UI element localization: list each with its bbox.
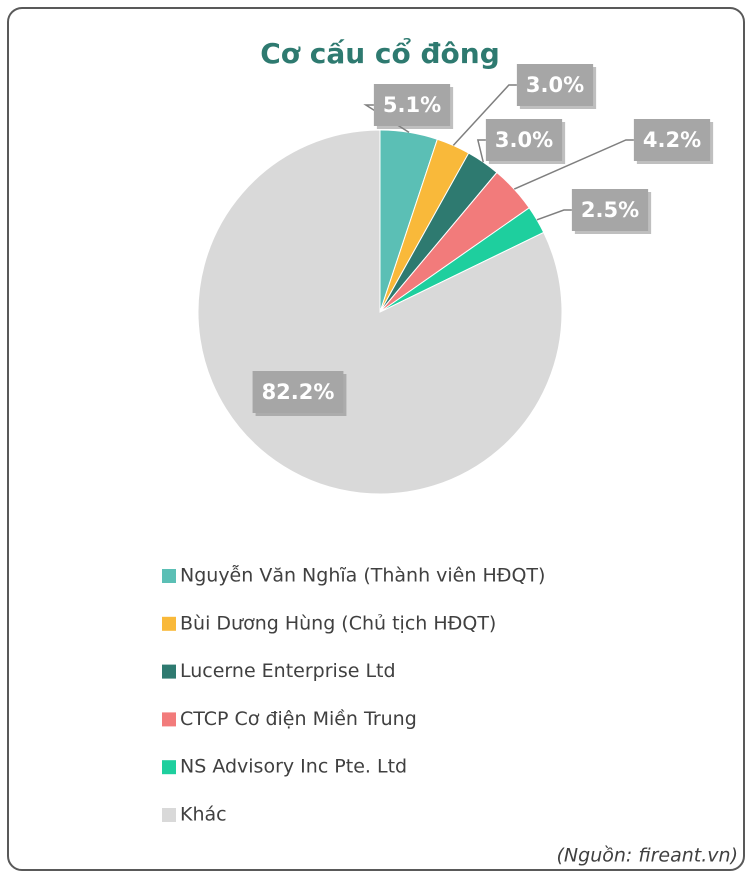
data-label-text: 2.5% xyxy=(581,198,639,222)
legend-swatch xyxy=(162,808,176,822)
label-box xyxy=(571,189,649,231)
leader-line xyxy=(476,139,486,163)
legend-label: Nguyễn Văn Nghĩa (Thành viên HĐQT) xyxy=(180,564,545,587)
legend-swatch xyxy=(162,569,176,583)
label-box xyxy=(516,64,594,106)
label-box xyxy=(252,371,344,413)
legend-label: Lucerne Enterprise Ltd xyxy=(180,660,396,682)
data-label: 3.0% xyxy=(452,64,597,146)
leader-line xyxy=(513,139,634,190)
legend-swatch xyxy=(162,712,176,727)
legend-label: CTCP Cơ điện Miền Trung xyxy=(180,708,417,730)
data-label-text: 3.0% xyxy=(526,73,584,97)
legend-swatch xyxy=(162,760,176,775)
chart-title: Cơ cấu cổ đông xyxy=(260,36,500,70)
data-label-text: 82.2% xyxy=(262,380,335,404)
legend-swatch xyxy=(162,616,176,631)
data-label-text: 3.0% xyxy=(495,128,553,152)
legend-label: Khác xyxy=(180,804,227,826)
label-box xyxy=(485,119,563,161)
source-note: (Nguồn: fireant.vn) xyxy=(557,845,738,867)
legend-label: NS Advisory Inc Pte. Ltd xyxy=(180,756,407,778)
data-label-text: 4.2% xyxy=(643,128,701,152)
data-label: 5.1% xyxy=(363,84,454,133)
data-label: 82.2% xyxy=(252,371,347,416)
data-label: 2.5% xyxy=(536,189,652,234)
legend-label: Bùi Dương Hùng (Chủ tịch HĐQT) xyxy=(180,612,496,634)
data-label: 3.0% xyxy=(476,119,566,164)
data-label-text: 5.1% xyxy=(383,93,441,117)
leader-line xyxy=(536,209,572,221)
data-label: 4.2% xyxy=(513,119,714,190)
label-box xyxy=(373,84,451,126)
label-box xyxy=(633,119,711,161)
legend-swatch xyxy=(162,664,176,679)
leader-line xyxy=(452,84,517,146)
